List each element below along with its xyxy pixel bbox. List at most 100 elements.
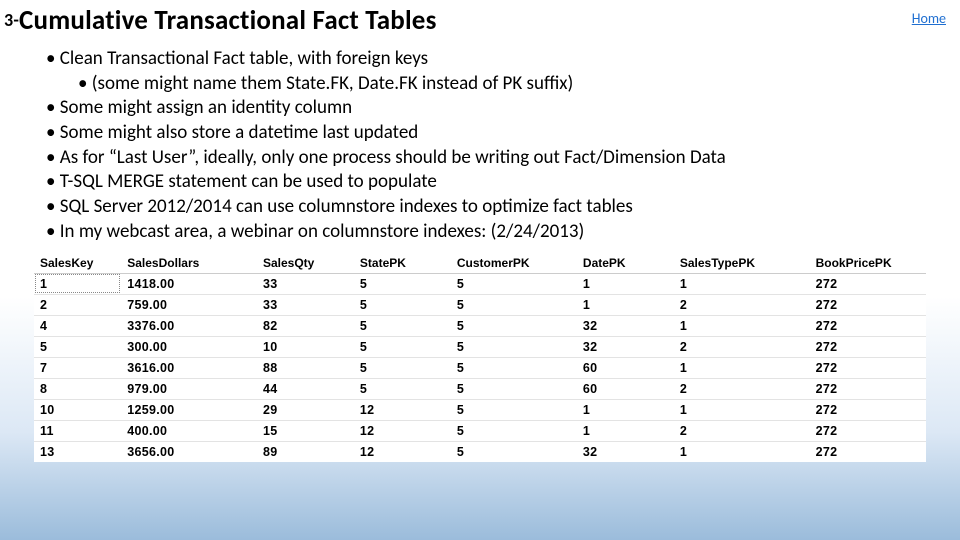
cell: 1 — [577, 420, 674, 441]
column-header: BookPricePK — [810, 253, 926, 274]
page-title: 3-Cumulative Transactional Fact Tables — [4, 4, 437, 37]
cell: 12 — [354, 441, 451, 462]
table-row: 11418.00335511272 — [34, 273, 926, 294]
cell: 5 — [451, 399, 577, 420]
cell: 12 — [354, 420, 451, 441]
cell: 10 — [257, 336, 354, 357]
cell: 29 — [257, 399, 354, 420]
cell: 1 — [34, 273, 121, 294]
cell: 5 — [354, 336, 451, 357]
cell: 1 — [577, 399, 674, 420]
table-row: 133656.0089125321272 — [34, 441, 926, 462]
bullet-item: T-SQL MERGE statement can be used to pop… — [46, 170, 960, 195]
cell: 11 — [34, 420, 121, 441]
cell: 13 — [34, 441, 121, 462]
cell: 5 — [451, 378, 577, 399]
cell: 12 — [354, 399, 451, 420]
cell: 272 — [810, 294, 926, 315]
cell: 1 — [674, 441, 810, 462]
bullet-item: Some might assign an identity column — [46, 96, 960, 121]
cell: 272 — [810, 399, 926, 420]
bullet-item: In my webcast area, a webinar on columns… — [46, 220, 960, 245]
cell: 5 — [354, 315, 451, 336]
cell: 3616.00 — [121, 357, 257, 378]
cell: 3376.00 — [121, 315, 257, 336]
cell: 32 — [577, 315, 674, 336]
cell: 60 — [577, 357, 674, 378]
cell: 272 — [810, 378, 926, 399]
title-main: Cumulative Transactional Fact Tables — [19, 4, 437, 37]
cell: 2 — [674, 420, 810, 441]
cell: 5 — [354, 273, 451, 294]
cell: 60 — [577, 378, 674, 399]
cell: 15 — [257, 420, 354, 441]
bullet-item: Clean Transactional Fact table, with for… — [46, 47, 960, 72]
cell: 8 — [34, 378, 121, 399]
column-header: SalesKey — [34, 253, 121, 274]
table-row: 2759.00335512272 — [34, 294, 926, 315]
cell: 272 — [810, 315, 926, 336]
cell: 33 — [257, 294, 354, 315]
cell: 5 — [451, 357, 577, 378]
cell: 5 — [354, 378, 451, 399]
cell: 272 — [810, 357, 926, 378]
cell: 82 — [257, 315, 354, 336]
bullet-item: SQL Server 2012/2014 can use columnstore… — [46, 195, 960, 220]
home-link[interactable]: Home — [912, 10, 946, 27]
bullet-list: Clean Transactional Fact table, with for… — [0, 37, 960, 253]
cell: 5 — [451, 273, 577, 294]
table-row: 73616.008855601272 — [34, 357, 926, 378]
cell: 5 — [451, 294, 577, 315]
cell: 5 — [451, 336, 577, 357]
cell: 272 — [810, 273, 926, 294]
cell: 1 — [674, 315, 810, 336]
cell: 5 — [34, 336, 121, 357]
cell: 2 — [34, 294, 121, 315]
bullet-item: As for “Last User”, ideally, only one pr… — [46, 146, 960, 171]
column-header: SalesQty — [257, 253, 354, 274]
cell: 1 — [577, 273, 674, 294]
bullet-item: Some might also store a datetime last up… — [46, 121, 960, 146]
column-header: StatePK — [354, 253, 451, 274]
cell: 5 — [451, 315, 577, 336]
cell: 1418.00 — [121, 273, 257, 294]
column-header: CustomerPK — [451, 253, 577, 274]
table-row: 43376.008255321272 — [34, 315, 926, 336]
cell: 300.00 — [121, 336, 257, 357]
table-row: 101259.002912511272 — [34, 399, 926, 420]
bullet-item: (some might name them State.FK, Date.FK … — [46, 72, 960, 97]
cell: 400.00 — [121, 420, 257, 441]
fact-table: SalesKeySalesDollarsSalesQtyStatePKCusto… — [34, 253, 926, 462]
cell: 5 — [354, 294, 451, 315]
cell: 2 — [674, 336, 810, 357]
cell: 2 — [674, 294, 810, 315]
cell: 1 — [674, 357, 810, 378]
cell: 1 — [577, 294, 674, 315]
cell: 4 — [34, 315, 121, 336]
cell: 32 — [577, 336, 674, 357]
header: 3-Cumulative Transactional Fact Tables H… — [0, 0, 960, 37]
cell: 5 — [354, 357, 451, 378]
cell: 32 — [577, 441, 674, 462]
table-row: 8979.004455602272 — [34, 378, 926, 399]
cell: 88 — [257, 357, 354, 378]
cell: 89 — [257, 441, 354, 462]
cell: 7 — [34, 357, 121, 378]
column-header: SalesDollars — [121, 253, 257, 274]
cell: 1 — [674, 273, 810, 294]
table-row: 5300.001055322272 — [34, 336, 926, 357]
cell: 10 — [34, 399, 121, 420]
cell: 979.00 — [121, 378, 257, 399]
column-header: DatePK — [577, 253, 674, 274]
cell: 44 — [257, 378, 354, 399]
title-prefix: 3- — [4, 9, 19, 31]
cell: 5 — [451, 420, 577, 441]
column-header: SalesTypePK — [674, 253, 810, 274]
cell: 5 — [451, 441, 577, 462]
cell: 272 — [810, 441, 926, 462]
table-row: 11400.001512512272 — [34, 420, 926, 441]
cell: 272 — [810, 420, 926, 441]
cell: 33 — [257, 273, 354, 294]
cell: 272 — [810, 336, 926, 357]
cell: 759.00 — [121, 294, 257, 315]
